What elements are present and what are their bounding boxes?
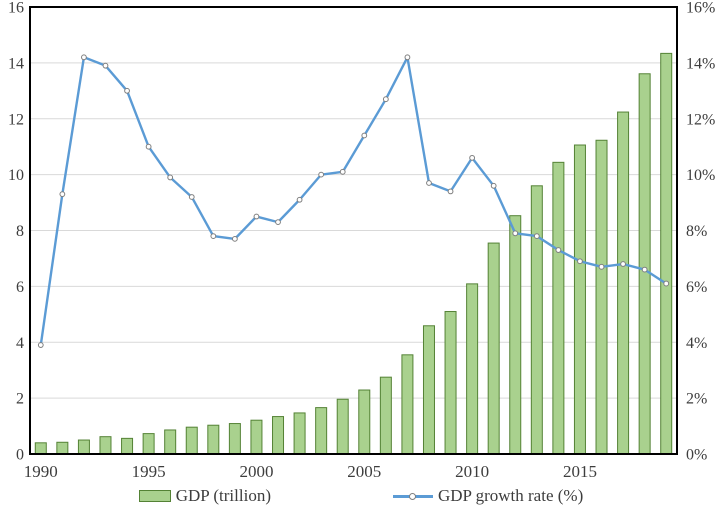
growth-marker xyxy=(426,180,432,186)
y-axis-right-tick-label: 4% xyxy=(686,335,707,352)
gdp-bar-swatch-icon xyxy=(138,490,171,502)
gdp-bar xyxy=(293,412,306,455)
growth-marker xyxy=(641,266,648,273)
gdp-bar xyxy=(34,442,47,455)
y-axis-right-tick-label: 8% xyxy=(686,223,707,240)
growth-marker xyxy=(404,54,411,61)
growth-marker xyxy=(339,168,346,175)
x-axis-tick-label: 2005 xyxy=(347,462,381,481)
x-axis-tick-label: 2015 xyxy=(563,462,597,481)
growth-line xyxy=(39,56,668,347)
growth-marker xyxy=(231,235,238,242)
growth-marker xyxy=(210,233,217,239)
gdp-bar xyxy=(164,429,177,455)
plot-border xyxy=(29,6,678,455)
growth-marker xyxy=(124,87,130,94)
gdp-bar xyxy=(487,242,500,455)
legend-label-growth: GDP growth rate (%) xyxy=(437,486,584,505)
gdp-bar xyxy=(336,398,349,455)
legend-item-gdp: GDP (trillion) xyxy=(138,486,271,506)
y-axis-right-tick-label: 2% xyxy=(686,391,707,408)
x-axis-tick-label: 2000 xyxy=(239,462,273,481)
gdp-bar xyxy=(77,439,90,455)
gdp-bar xyxy=(401,354,414,455)
growth-marker xyxy=(253,213,260,220)
growth-marker xyxy=(37,342,44,348)
y-axis-right-tick-label: 16% xyxy=(686,0,715,17)
growth-line-swatch-icon xyxy=(392,490,433,503)
growth-marker xyxy=(188,194,195,200)
y-axis-left-tick-label: 12 xyxy=(8,111,24,128)
growth-marker xyxy=(577,258,583,265)
growth-marker xyxy=(382,96,389,103)
gdp-bar xyxy=(552,161,565,455)
growth-marker xyxy=(296,196,303,203)
y-axis-left-tick-label: 6 xyxy=(16,279,24,296)
growth-marker xyxy=(620,261,626,267)
y-axis-left-tick-label: 4 xyxy=(16,335,24,352)
x-axis-tick-label: 1995 xyxy=(132,462,166,481)
gdp-bar xyxy=(444,311,457,455)
gdp-bar xyxy=(660,52,673,455)
gdp-bar xyxy=(272,416,285,455)
gdp-bar xyxy=(595,139,608,455)
y-axis-left-tick-label: 16 xyxy=(8,0,24,17)
y-axis-right-tick-label: 6% xyxy=(686,279,707,296)
gdp-bar xyxy=(466,283,479,455)
y-axis-left-tick-label: 0 xyxy=(16,447,24,464)
y-axis-right-tick-label: 14% xyxy=(686,55,715,72)
legend-item-growth: GDP growth rate (%) xyxy=(392,486,584,506)
gdp-bar xyxy=(509,215,522,455)
growth-marker xyxy=(598,263,605,270)
gdp-bar xyxy=(142,433,155,455)
growth-marker xyxy=(318,171,325,178)
y-axis-left-tick-label: 2 xyxy=(16,391,24,408)
gdp-bar xyxy=(121,437,134,455)
growth-marker xyxy=(447,188,454,195)
gdp-bar xyxy=(573,144,586,455)
gdp-bar xyxy=(56,441,69,455)
growth-marker xyxy=(512,230,519,237)
growth-marker xyxy=(490,182,497,189)
gdp-bar xyxy=(250,419,263,455)
y-axis-left-tick-label: 10 xyxy=(8,167,24,184)
gdp-bar xyxy=(358,389,371,455)
growth-marker xyxy=(102,62,109,69)
legend-label-gdp: GDP (trillion) xyxy=(175,486,271,505)
growth-marker xyxy=(469,154,476,161)
growth-marker xyxy=(145,143,152,150)
growth-marker xyxy=(275,219,281,226)
gdp-bar xyxy=(185,426,198,455)
gdp-bar xyxy=(315,407,328,455)
gdp-bar xyxy=(638,73,651,455)
growth-marker xyxy=(555,247,562,253)
y-axis-left-tick-label: 8 xyxy=(16,223,24,240)
growth-marker xyxy=(663,280,670,287)
growth-marker xyxy=(533,233,540,239)
y-axis-right-tick-label: 10% xyxy=(686,167,715,184)
growth-marker xyxy=(81,54,87,61)
growth-marker xyxy=(167,174,174,181)
growth-marker xyxy=(361,132,368,139)
gdp-bar xyxy=(530,185,543,455)
growth-marker xyxy=(59,191,66,198)
legend: GDP (trillion) GDP growth rate (%) xyxy=(0,484,722,508)
y-axis-right-tick-label: 0% xyxy=(686,447,707,464)
x-axis-tick-label: 2010 xyxy=(455,462,489,481)
gdp-bar xyxy=(99,436,112,455)
x-axis-tick-label: 1990 xyxy=(24,462,58,481)
gdp-bar xyxy=(617,111,630,455)
gdp-bar xyxy=(379,376,392,455)
gdp-bar xyxy=(207,424,220,455)
gdp-bar xyxy=(228,423,241,455)
gdp-bar xyxy=(422,325,435,455)
y-axis-right-tick-label: 12% xyxy=(686,111,715,128)
y-axis-left-tick-label: 14 xyxy=(8,55,24,72)
